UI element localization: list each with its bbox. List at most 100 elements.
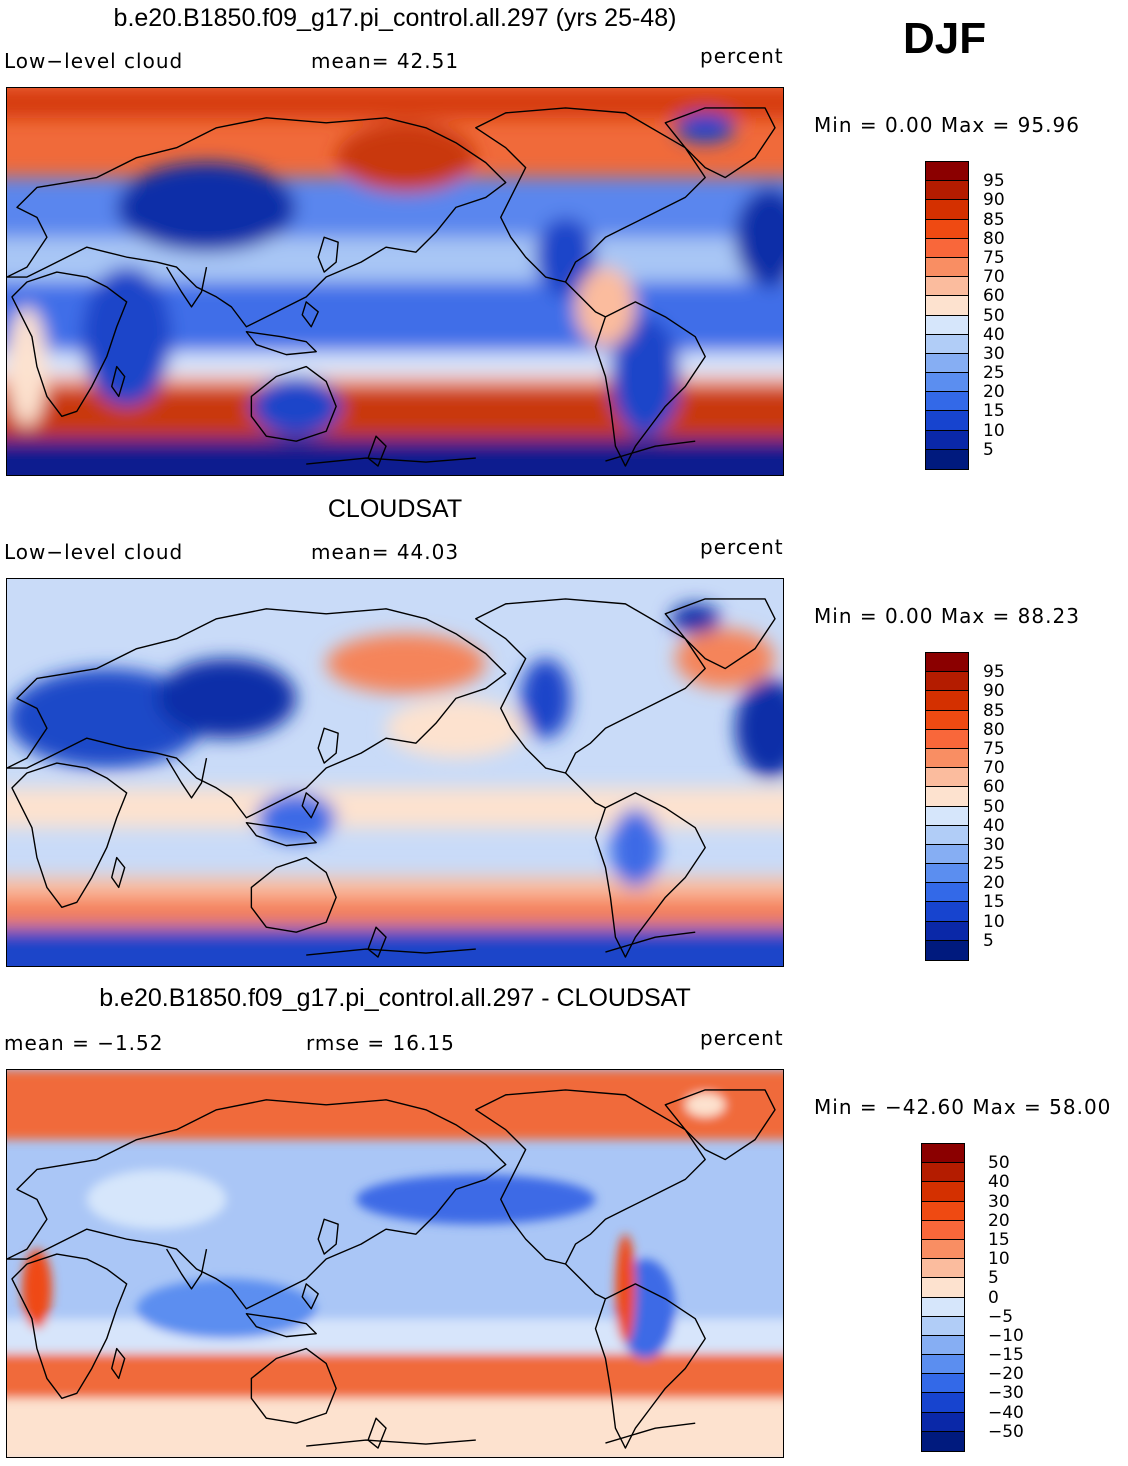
units-label: percent: [700, 44, 784, 68]
colorbar-swatch: [922, 1259, 964, 1279]
contour-map: [6, 87, 784, 476]
colorbar-swatch: [922, 1335, 964, 1356]
colorbar-level-label: 40: [983, 324, 1005, 345]
colorbar-swatch: [922, 1144, 964, 1164]
colorbar-level-label: 90: [983, 190, 1005, 211]
colorbar-swatch: [926, 257, 968, 278]
colorbar-level-label: 80: [983, 228, 1005, 249]
colorbar-level-label: −10: [988, 1325, 1024, 1346]
colorbar: [921, 1143, 965, 1452]
colorbar: [925, 161, 969, 470]
panel-title: CLOUDSAT: [327, 495, 463, 523]
colorbar-level-label: 10: [988, 1249, 1010, 1270]
colorbar-swatch: [926, 296, 968, 316]
colorbar-swatch: [922, 1393, 964, 1413]
colorbar-swatch: [922, 1239, 964, 1260]
colorbar-level-label: −5: [988, 1306, 1014, 1327]
colorbar-level-label: 30: [983, 343, 1005, 364]
colorbar-swatch: [926, 411, 968, 431]
colorbar-swatch: [922, 1297, 964, 1317]
colorbar-swatch: [926, 883, 968, 903]
colorbar-swatch: [926, 219, 968, 239]
colorbar-swatch: [926, 373, 968, 393]
colorbar-level-label: 75: [983, 738, 1005, 759]
colorbar-swatch: [926, 844, 968, 865]
colorbar-swatch: [926, 940, 968, 960]
colorbar-level-label: 5: [988, 1268, 999, 1289]
colorbar-level-label: −50: [988, 1421, 1024, 1442]
colorbar-level-label: 15: [983, 401, 1005, 422]
colorbar-swatch: [926, 315, 968, 335]
colorbar-level-label: 25: [983, 854, 1005, 875]
colorbar-swatch: [926, 277, 968, 297]
season-label: DJF: [903, 14, 987, 63]
colorbar-swatch: [926, 710, 968, 730]
colorbar-swatch: [926, 825, 968, 845]
colorbar-level-label: 20: [983, 382, 1005, 403]
minmax-label: Min = 0.00 Max = 88.23: [814, 604, 1080, 628]
mean-label: mean = −1.52: [4, 1031, 164, 1055]
rmse-label: rmse = 16.15: [306, 1031, 455, 1055]
colorbar-swatch: [926, 806, 968, 826]
colorbar-level-label: 40: [988, 1172, 1010, 1193]
colorbar-swatch: [922, 1201, 964, 1221]
colorbar-swatch: [926, 162, 968, 182]
colorbar-level-label: 80: [983, 719, 1005, 740]
colorbar-swatch: [926, 902, 968, 922]
colorbar-level-label: 10: [983, 911, 1005, 932]
colorbar-level-label: −40: [988, 1402, 1024, 1423]
colorbar-swatch: [926, 449, 968, 469]
mean-label: mean= 44.03: [311, 540, 460, 564]
colorbar-level-label: −30: [988, 1383, 1024, 1404]
colorbar-swatch: [926, 921, 968, 941]
colorbar-swatch: [926, 392, 968, 412]
colorbar-swatch: [922, 1412, 964, 1432]
panel-title: b.e20.B1850.f09_g17.pi_control.all.297 -…: [99, 984, 691, 1012]
colorbar-level-label: 20: [983, 873, 1005, 894]
colorbar-swatch: [926, 181, 968, 201]
colorbar-level-label: 50: [983, 305, 1005, 326]
colorbar-level-label: 5: [983, 930, 994, 951]
colorbar-level-label: 90: [983, 681, 1005, 702]
colorbar-level-label: 75: [983, 247, 1005, 268]
colorbar-swatch: [926, 768, 968, 788]
colorbar-level-label: 40: [983, 815, 1005, 836]
colorbar-swatch: [926, 748, 968, 769]
colorbar: [925, 652, 969, 961]
colorbar-swatch: [926, 672, 968, 692]
colorbar-swatch: [926, 334, 968, 354]
colorbar-swatch: [922, 1163, 964, 1183]
colorbar-level-label: 85: [983, 700, 1005, 721]
units-label: percent: [700, 1026, 784, 1050]
colorbar-level-label: 95: [983, 171, 1005, 192]
colorbar-swatch: [922, 1316, 964, 1336]
colorbar-level-label: 10: [983, 420, 1005, 441]
mean-label: mean= 42.51: [311, 49, 460, 73]
colorbar-level-label: 85: [983, 209, 1005, 230]
colorbar-swatch: [926, 430, 968, 450]
colorbar-level-label: 50: [983, 796, 1005, 817]
colorbar-level-label: 20: [988, 1210, 1010, 1231]
colorbar-swatch: [926, 353, 968, 374]
colorbar-swatch: [926, 787, 968, 807]
colorbar-level-label: 0: [988, 1287, 999, 1308]
panel-title: b.e20.B1850.f09_g17.pi_control.all.297 (…: [113, 4, 677, 32]
colorbar-level-label: 60: [983, 286, 1005, 307]
colorbar-level-label: 95: [983, 662, 1005, 683]
colorbar-swatch: [926, 200, 968, 220]
colorbar-level-label: 50: [988, 1153, 1010, 1174]
minmax-label: Min = 0.00 Max = 95.96: [814, 113, 1080, 137]
contour-map: [6, 1069, 784, 1458]
colorbar-level-label: 15: [983, 892, 1005, 913]
colorbar-swatch: [922, 1182, 964, 1202]
colorbar-swatch: [926, 691, 968, 711]
colorbar-level-label: −20: [988, 1364, 1024, 1385]
colorbar-swatch: [922, 1431, 964, 1451]
colorbar-swatch: [922, 1278, 964, 1298]
colorbar-swatch: [926, 653, 968, 673]
colorbar-level-label: 30: [988, 1191, 1010, 1212]
colorbar-level-label: 15: [988, 1229, 1010, 1250]
variable-label: Low−level cloud: [4, 540, 184, 564]
colorbar-swatch: [922, 1374, 964, 1394]
colorbar-swatch: [922, 1355, 964, 1375]
